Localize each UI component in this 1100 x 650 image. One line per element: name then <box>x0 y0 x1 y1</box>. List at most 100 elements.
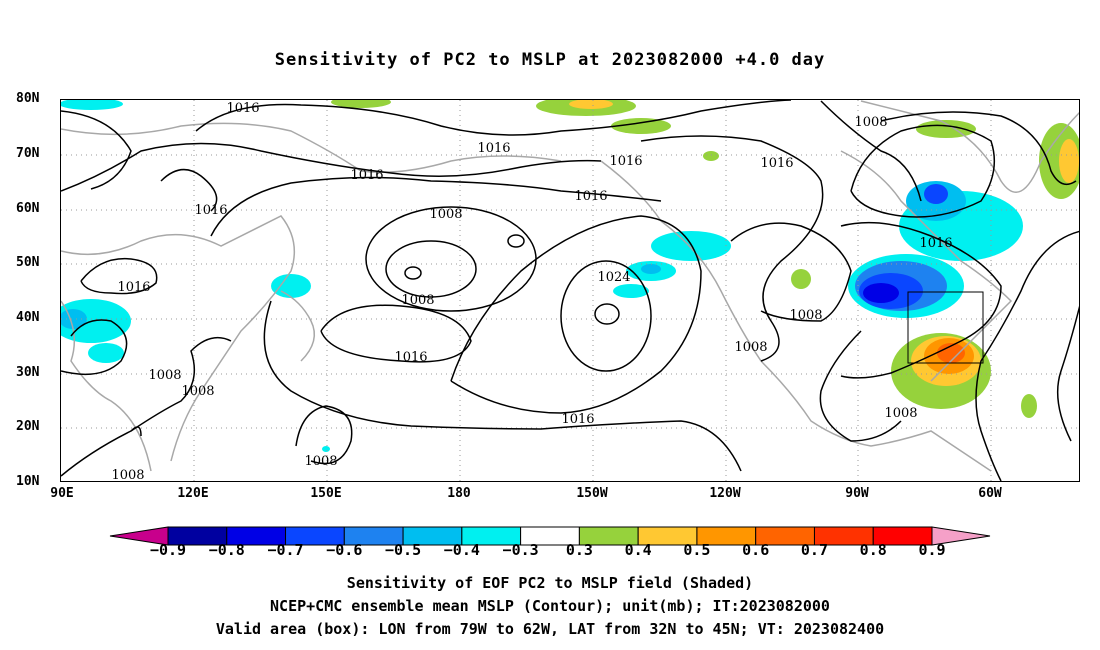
contour-line <box>560 260 652 372</box>
shade-patch <box>569 100 613 109</box>
chart-title: Sensitivity of PC2 to MSLP at 2023082000… <box>274 50 826 70</box>
lat-label-10n: 10N <box>16 474 40 489</box>
shade-patch <box>863 283 899 303</box>
shade-patch <box>924 184 948 204</box>
contour-label: 1008 <box>884 406 917 421</box>
colorbar-tick-label: 0.9 <box>918 541 946 559</box>
map-plot-area: 1016 1016 1016 1016 1008 1016 1016 1016 … <box>60 99 1080 482</box>
contour-line <box>880 111 1077 186</box>
contour-label: 1016 <box>226 101 259 116</box>
shading-layer <box>61 100 1079 452</box>
contour-line <box>640 135 824 362</box>
contour-line <box>61 319 128 376</box>
lon-label-180: 180 <box>447 486 471 501</box>
shade-patch <box>1059 139 1079 183</box>
contour-line <box>730 222 852 322</box>
lat-label-40n: 40N <box>16 310 40 325</box>
contour-labels: 1016 1016 1016 1016 1008 1016 1016 1016 … <box>111 101 952 482</box>
contour-label: 1016 <box>561 412 594 427</box>
colorbar-tick-label: −0.6 <box>326 541 363 559</box>
contour-label: 1016 <box>760 156 793 171</box>
coastline <box>61 215 296 462</box>
lon-label-90w: 90W <box>845 486 869 501</box>
contour-label: 1008 <box>734 340 767 355</box>
colorbar-tick-label: −0.5 <box>385 541 422 559</box>
contour-line <box>160 168 218 212</box>
shade-patch <box>916 120 976 138</box>
map-svg: 1016 1016 1016 1016 1008 1016 1016 1016 … <box>61 100 1079 482</box>
contour-line <box>80 257 158 295</box>
lat-label-60n: 60N <box>16 201 40 216</box>
contour-line <box>130 426 142 437</box>
shade-patch <box>88 343 124 363</box>
contour-line <box>820 100 922 202</box>
grid-lines <box>61 100 1079 481</box>
contour-line <box>850 124 996 218</box>
contour-line <box>61 336 232 477</box>
lon-label-150e: 150E <box>310 486 342 501</box>
shade-patch <box>641 264 661 274</box>
lat-label-80n: 80N <box>16 91 40 106</box>
contour-line <box>450 215 702 414</box>
contour-label: 1016 <box>574 189 607 204</box>
contour-line <box>1056 305 1079 442</box>
colorbar-tick-label: 0.8 <box>859 541 887 559</box>
shade-patch <box>1021 394 1037 418</box>
contour-label: 1016 <box>919 236 952 251</box>
contour-label: 1008 <box>429 207 462 222</box>
contour-line <box>404 266 422 280</box>
contour-label: 1008 <box>789 308 822 323</box>
contour-label: 1008 <box>148 368 181 383</box>
colorbar-tick-label: 0.6 <box>742 541 770 559</box>
contour-label: 1024 <box>597 270 630 285</box>
caption-line-1: Sensitivity of EOF PC2 to MSLP field (Sh… <box>346 574 754 592</box>
contour-label: 1008 <box>181 384 214 399</box>
contour-label: 1008 <box>304 454 337 469</box>
shade-patch <box>331 100 391 108</box>
valid-area-box <box>907 291 984 364</box>
colorbar-tick-label: 0.4 <box>624 541 652 559</box>
contour-label: 1008 <box>111 468 144 482</box>
colorbar-tick-label: −0.8 <box>208 541 245 559</box>
contour-line <box>975 230 1079 481</box>
colorbar-tick-label: −0.7 <box>267 541 304 559</box>
lon-label-150w: 150W <box>576 486 608 501</box>
colorbar-tick-label: 0.3 <box>565 541 593 559</box>
contour-line <box>365 206 537 312</box>
colorbar-tick-label: 0.7 <box>800 541 828 559</box>
lat-label-30n: 30N <box>16 365 40 380</box>
shade-patch <box>791 269 811 289</box>
shade-patch <box>611 118 671 134</box>
contour-line <box>320 304 472 363</box>
lat-label-50n: 50N <box>16 255 40 270</box>
lon-label-120w: 120W <box>709 486 741 501</box>
contour-line <box>61 110 132 190</box>
contour-line <box>195 100 792 136</box>
lon-label-60w: 60W <box>978 486 1002 501</box>
lon-label-120e: 120E <box>177 486 209 501</box>
colorbar <box>109 526 991 546</box>
coastline <box>61 300 152 472</box>
lat-label-20n: 20N <box>16 419 40 434</box>
shade-patch <box>703 151 719 161</box>
contour-label: 1016 <box>609 154 642 169</box>
contour-label: 1008 <box>401 293 434 308</box>
lon-label-90e: 90E <box>50 486 74 501</box>
contour-line <box>263 300 742 472</box>
colorbar-right-arrow <box>931 526 991 546</box>
colorbar-tick-label: −0.9 <box>149 541 187 559</box>
shade-patch <box>322 446 330 452</box>
coastline <box>61 122 562 173</box>
contour-line <box>594 303 620 325</box>
shade-patch <box>613 284 649 298</box>
shade-patch <box>61 100 123 110</box>
contour-line <box>819 330 902 442</box>
contour-line <box>385 240 477 298</box>
colorbar-tick-label: −0.3 <box>502 541 539 559</box>
lat-label-70n: 70N <box>16 146 40 161</box>
colorbar-tick-label: 0.5 <box>683 541 711 559</box>
caption-line-2: NCEP+CMC ensemble mean MSLP (Contour); u… <box>270 597 830 615</box>
contour-line <box>507 234 525 248</box>
contour-label: 1016 <box>350 168 383 183</box>
shade-patch <box>271 274 311 298</box>
